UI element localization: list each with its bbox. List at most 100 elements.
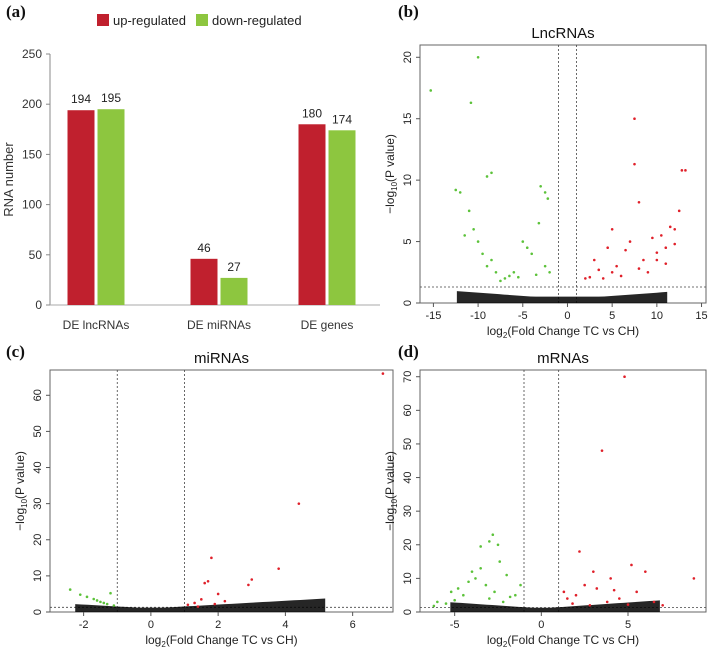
down-point-c — [68, 588, 72, 591]
y-tick-label-d: 40 — [402, 471, 414, 483]
bar-DE-lncRNAs-up-regulated — [67, 110, 95, 305]
up-point-d — [630, 563, 633, 567]
down-point-d — [432, 604, 436, 608]
down-point-b — [508, 274, 511, 278]
bar-value-label: 180 — [302, 106, 322, 120]
y-tick-label-d: 30 — [402, 505, 414, 517]
y-tick-label-c: 50 — [32, 425, 44, 437]
y-tick-label-b: 20 — [402, 51, 414, 63]
down-point-d — [453, 598, 456, 602]
bar-DE-miRNAs-up-regulated — [190, 258, 218, 305]
down-point-b — [485, 264, 489, 268]
y-tick-label-c: 0 — [32, 609, 44, 615]
up-point-b — [664, 246, 668, 250]
up-point-b — [642, 258, 645, 262]
up-point-d — [562, 590, 566, 594]
y-tick-label-c: 60 — [32, 389, 44, 401]
down-point-d — [514, 593, 517, 597]
y-tick-label-c: 40 — [32, 461, 44, 473]
down-point-c — [95, 599, 99, 602]
up-point-b — [601, 277, 605, 280]
up-point-d — [635, 590, 638, 594]
x-tick-label-b: 5 — [609, 310, 615, 322]
y-axis-label-d: −log10(P value) — [383, 451, 399, 531]
up-point-d — [578, 550, 581, 553]
plot-title-b: LncRNAs — [531, 25, 594, 42]
down-point-b — [476, 55, 480, 59]
up-point-d — [566, 597, 569, 600]
up-point-c — [210, 556, 213, 560]
up-point-b — [677, 209, 681, 213]
x-tick-label-d: -5 — [450, 619, 460, 631]
plot-frame-d — [419, 369, 707, 613]
down-point-d — [498, 560, 502, 563]
up-point-c — [213, 602, 217, 606]
down-point-b — [543, 264, 547, 268]
bar-DE-lncRNAs-down-regulated — [97, 109, 125, 305]
plot-title-d: mRNAs — [537, 350, 589, 367]
up-point-d — [583, 583, 586, 587]
up-point-d — [652, 600, 656, 604]
up-point-d — [612, 588, 616, 592]
down-point-b — [429, 89, 433, 92]
up-point-c — [297, 502, 301, 505]
up-point-d — [588, 603, 592, 607]
down-point-b — [472, 227, 475, 231]
down-point-d — [496, 543, 500, 547]
up-point-b — [684, 169, 687, 172]
down-point-d — [491, 533, 495, 536]
legend-label-up-regulated: up-regulated — [113, 13, 186, 28]
up-point-c — [247, 583, 250, 587]
up-point-b — [584, 277, 587, 280]
down-point-b — [512, 270, 516, 274]
down-point-c — [78, 593, 82, 596]
y-tick-label-b: 10 — [402, 174, 414, 186]
up-point-c — [277, 567, 280, 570]
y-tick-label-d: 60 — [402, 404, 414, 416]
up-point-b — [655, 251, 659, 254]
down-point-b — [454, 188, 458, 192]
down-point-b — [499, 279, 502, 283]
down-point-d — [444, 602, 448, 605]
up-point-b — [588, 275, 592, 279]
up-point-c — [250, 578, 254, 581]
up-point-b — [668, 225, 672, 229]
down-point-d — [456, 587, 460, 590]
up-point-d — [618, 597, 621, 600]
y-axis-label-c: −log10(P value) — [13, 451, 29, 531]
down-point-d — [470, 570, 474, 573]
down-point-d — [479, 545, 482, 548]
up-point-d — [623, 375, 626, 379]
x-tick-label-b: 0 — [564, 310, 570, 322]
panel-label-d: (d) — [398, 342, 419, 361]
up-point-c — [200, 598, 203, 601]
up-point-b — [637, 200, 641, 204]
ns-point-cloud-d — [450, 600, 660, 612]
down-point-c — [92, 597, 96, 601]
y-tick-label-b: 5 — [402, 239, 414, 245]
panel-label-a: (a) — [6, 2, 26, 21]
down-point-c — [109, 591, 112, 595]
down-point-b — [539, 184, 542, 188]
up-point-c — [193, 601, 196, 605]
up-point-d — [592, 570, 595, 573]
up-point-b — [655, 258, 659, 262]
down-point-b — [476, 240, 480, 243]
panel-label-c: (c) — [6, 342, 25, 361]
y-tick-label-b: 0 — [402, 300, 414, 306]
down-point-c — [99, 600, 102, 604]
panel-label-b: (b) — [398, 2, 419, 21]
bar-y-tick-label: 100 — [22, 198, 42, 212]
down-point-b — [494, 270, 498, 274]
up-point-b — [646, 270, 650, 274]
bar-value-label: 174 — [332, 112, 352, 126]
down-point-d — [449, 590, 453, 594]
up-point-b — [628, 240, 632, 243]
bar-y-label: RNA number — [1, 142, 16, 217]
legend-swatch-down-regulated — [196, 14, 208, 26]
down-point-b — [458, 191, 462, 194]
x-tick-label-c: 0 — [148, 619, 154, 631]
down-point-d — [467, 580, 470, 584]
bar-value-label: 194 — [71, 92, 91, 106]
